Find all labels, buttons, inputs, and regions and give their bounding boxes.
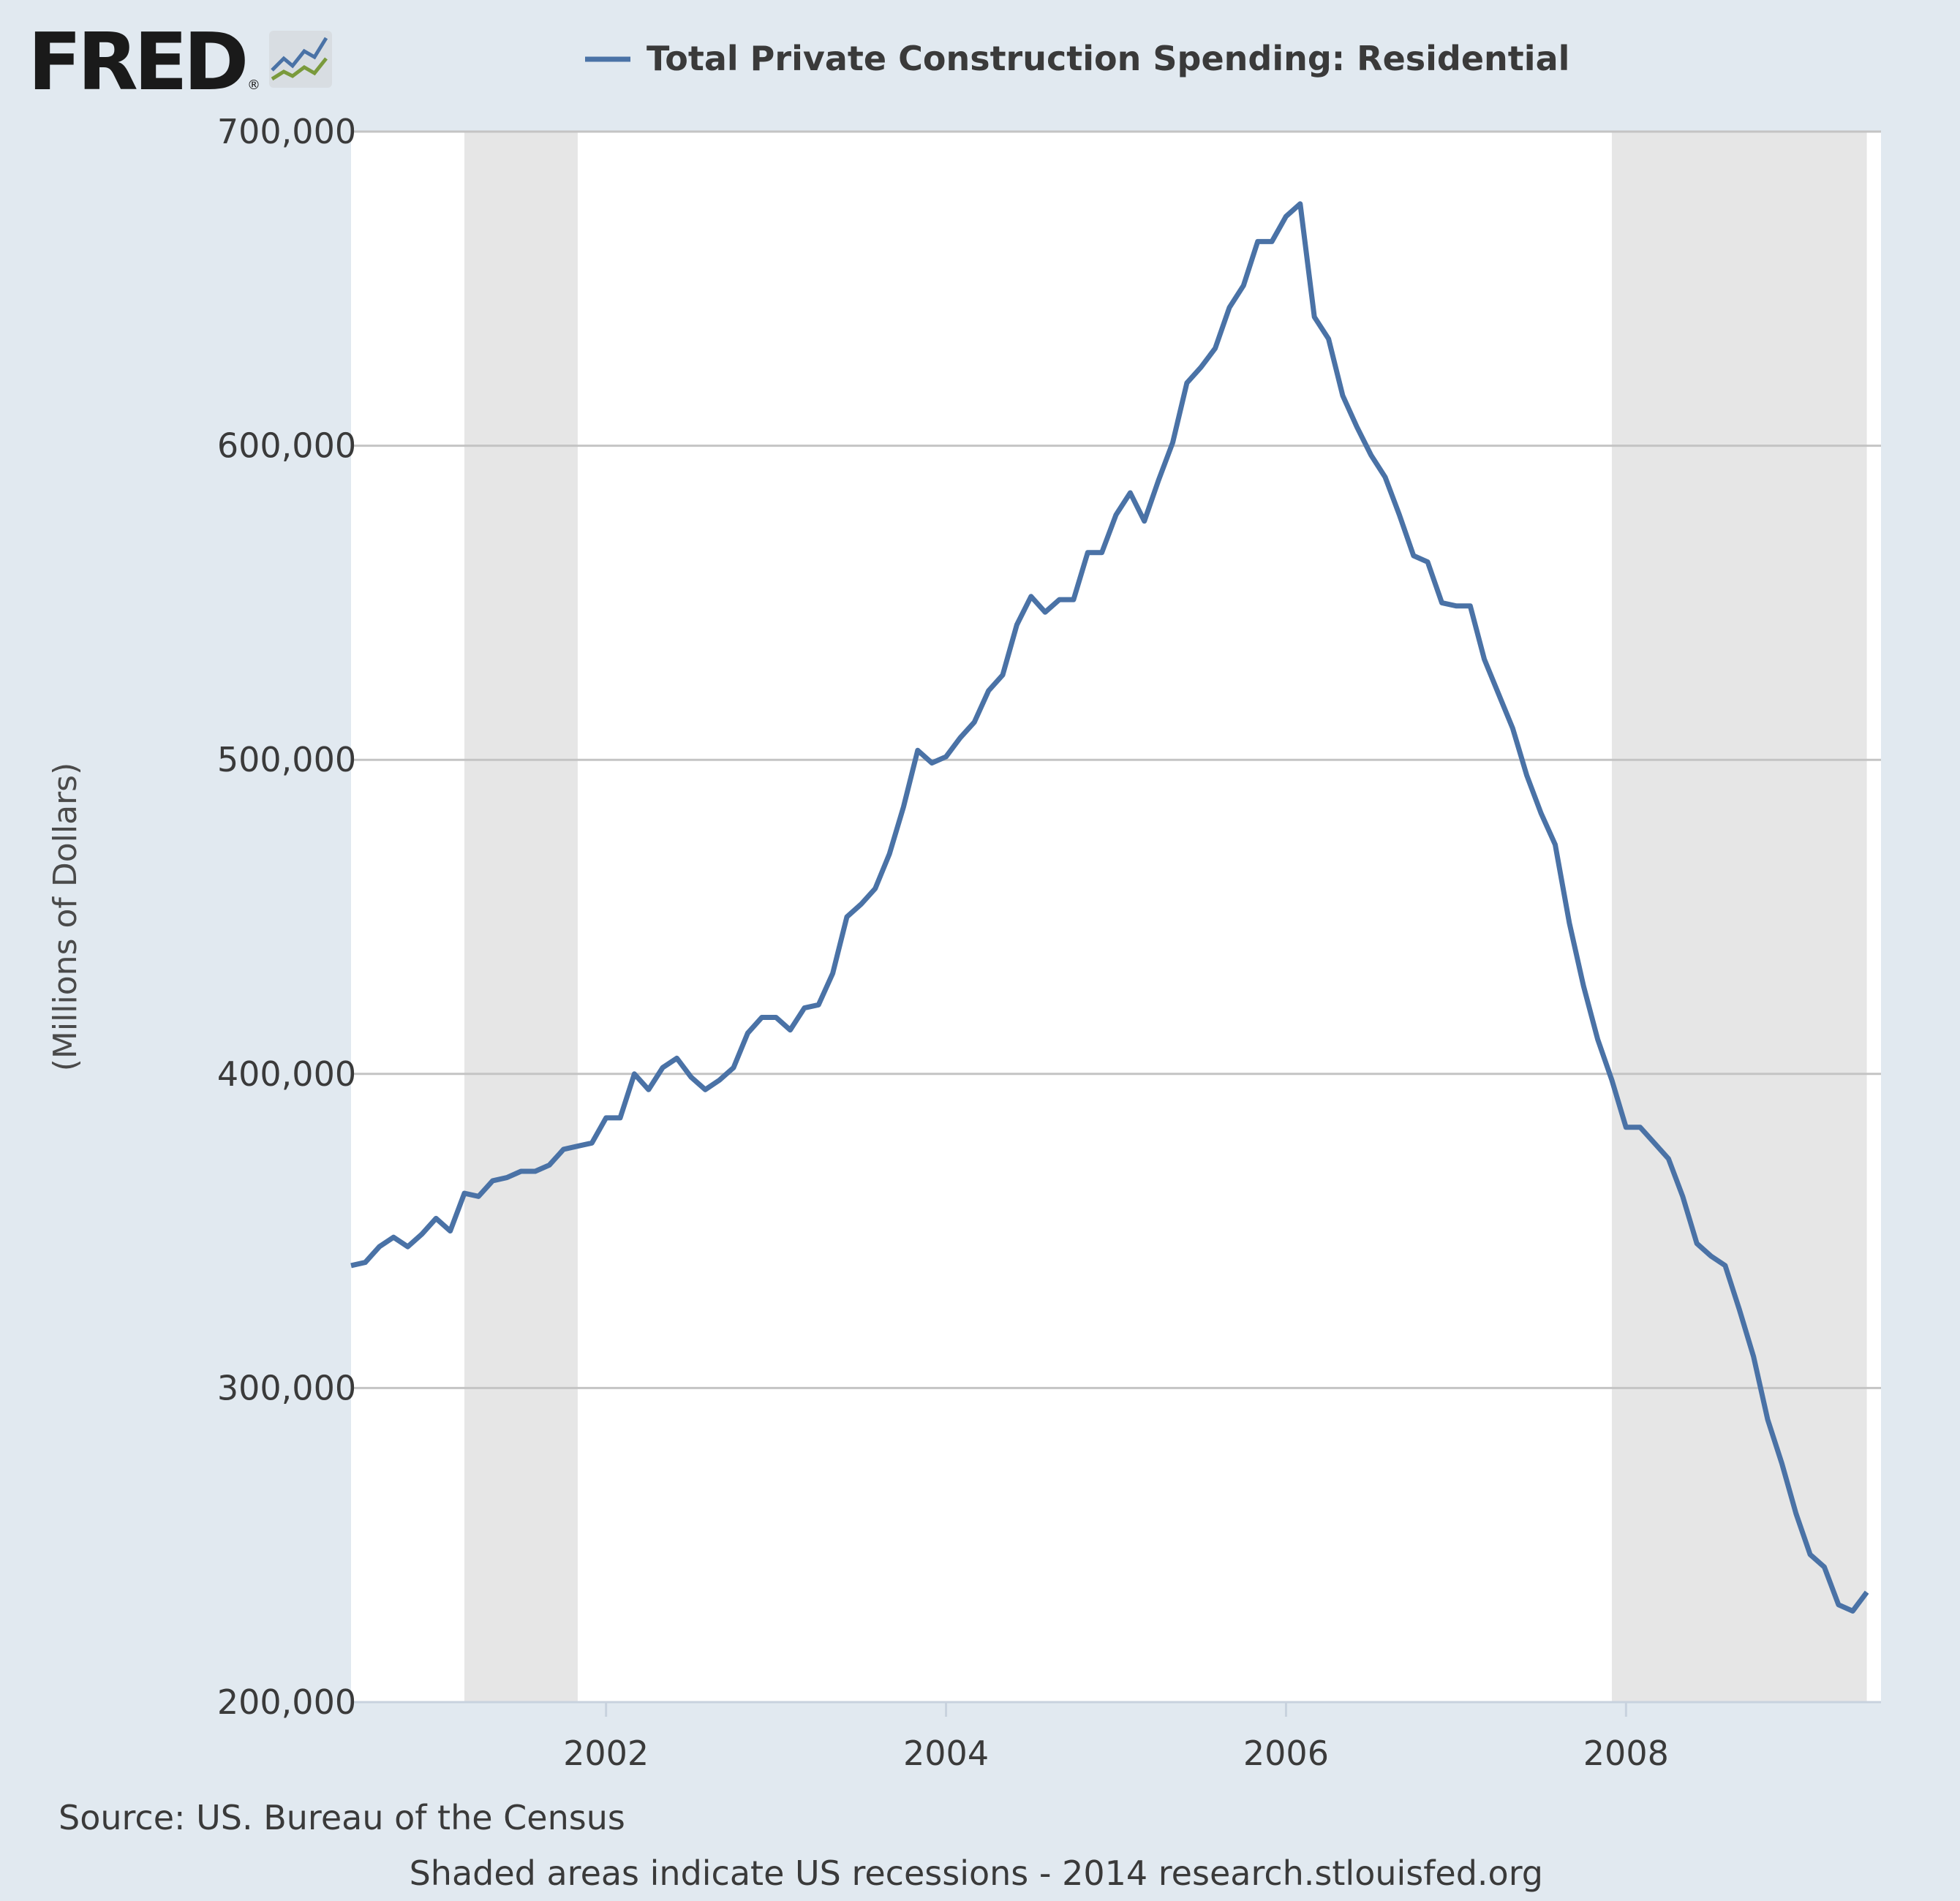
- x-tick-label-2008: 2008: [1583, 1734, 1669, 1773]
- source-note: Source: US. Bureau of the Census: [59, 1798, 625, 1837]
- logo-chart-icon: [269, 31, 332, 88]
- recession-band-1: [464, 132, 578, 1702]
- y-axis-ticks: 200,000 300,000 400,000 500,000 600,000 700,0…: [217, 112, 356, 1722]
- y-tick-label-700000: 700,000: [217, 112, 356, 151]
- footer-note: Shaded areas indicate US recessions - 20…: [410, 1853, 1543, 1893]
- gridlines: [351, 130, 1881, 1389]
- y-tick-label-400000: 400,000: [217, 1054, 356, 1094]
- y-tick-label-200000: 200,000: [217, 1682, 356, 1722]
- x-axis-ticks: 2002 2004 2006 2008: [563, 1702, 1669, 1773]
- legend: Total Private Construction Spending: Res…: [585, 39, 1569, 78]
- x-tick-label-2006: 2006: [1243, 1734, 1329, 1773]
- logo-registered-mark: ®: [247, 78, 260, 93]
- y-tick-label-300000: 300,000: [217, 1368, 356, 1407]
- x-tick-label-2004: 2004: [903, 1734, 989, 1773]
- y-axis-label: (Millions of Dollars): [47, 763, 84, 1072]
- recession-shading: [464, 132, 1867, 1702]
- legend-series-label: Total Private Construction Spending: Res…: [647, 39, 1569, 78]
- logo-text: FRED: [28, 17, 245, 108]
- recession-band-2: [1611, 132, 1867, 1702]
- series-line-residential: [350, 201, 1869, 1614]
- y-tick-label-500000: 500,000: [217, 740, 356, 779]
- x-tick-label-2002: 2002: [563, 1734, 649, 1773]
- y-tick-label-600000: 600,000: [217, 426, 356, 466]
- fred-logo[interactable]: FRED ®: [28, 17, 332, 108]
